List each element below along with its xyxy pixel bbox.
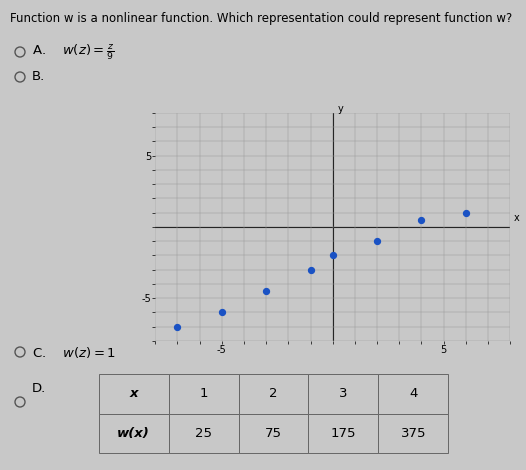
Point	[173, 323, 181, 330]
Point	[328, 251, 337, 259]
Point	[417, 216, 426, 223]
Text: A.    $w(z) = \frac{z}{9}$: A. $w(z) = \frac{z}{9}$	[32, 42, 115, 62]
Text: Function w is a nonlinear function. Which representation could represent functio: Function w is a nonlinear function. Whic…	[10, 12, 512, 25]
Point	[218, 308, 226, 316]
Text: D.: D.	[32, 382, 46, 394]
Text: x: x	[514, 213, 520, 223]
Text: B.: B.	[32, 70, 45, 84]
Text: C.    $w(z) = 1$: C. $w(z) = 1$	[32, 345, 116, 360]
Point	[262, 287, 270, 295]
Point	[373, 237, 381, 245]
Point	[462, 209, 470, 216]
Point	[306, 266, 315, 273]
Text: y: y	[338, 103, 343, 114]
